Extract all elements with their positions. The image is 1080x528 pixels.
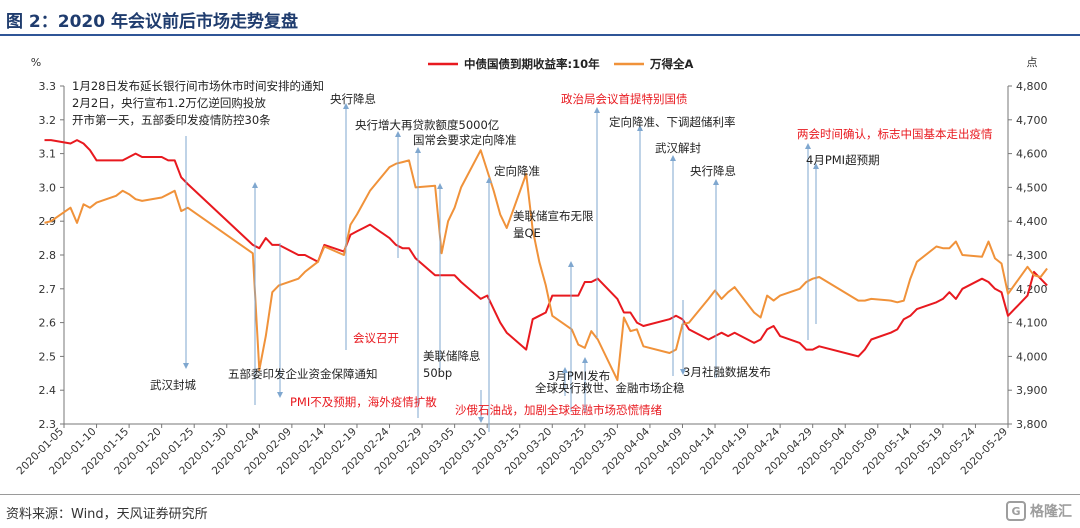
right-axis-tick-label: 4,100 xyxy=(1016,317,1048,330)
left-axis-tick-label: 3.2 xyxy=(39,114,57,127)
figure-title-bar: 图 2：2020 年会议前后市场走势复盘 xyxy=(0,0,1080,36)
right-axis-tick-label: 3,900 xyxy=(1016,384,1048,397)
annotation-label: 国常会要求定向降准 xyxy=(413,133,517,147)
annotation-label: 量QE xyxy=(513,226,541,240)
footer-divider xyxy=(0,494,1080,495)
annotation-label: 会议召开 xyxy=(353,331,399,345)
right-axis-unit: 点 xyxy=(1027,56,1038,69)
right-axis-tick-label: 4,500 xyxy=(1016,181,1048,194)
annotation-label: 武汉封城 xyxy=(150,378,196,392)
annotation-label: 央行增大再贷款额度5000亿 xyxy=(355,118,499,132)
annotation-label: 全球央行救世、金融市场企稳 xyxy=(535,381,685,395)
annotation-label: 50bp xyxy=(423,366,452,380)
left-axis-tick-label: 2.5 xyxy=(39,350,57,363)
annotation-label: 政治局会议首提特别国债 xyxy=(561,92,688,106)
left-axis-tick-label: 2.8 xyxy=(39,249,57,262)
annotation-label: PMI不及预期，海外疫情扩散 xyxy=(290,395,437,409)
left-axis-tick-label: 2.4 xyxy=(39,384,57,397)
watermark-logo-icon: G xyxy=(1006,501,1026,521)
annotation-label: 央行降息 xyxy=(690,164,736,178)
annotation-label: 沙俄石油战，加剧全球金融市场恐慌情绪 xyxy=(455,403,662,417)
annotation-label: 开市第一天，五部委印发疫情防控30条 xyxy=(72,113,271,127)
watermark-text: 格隆汇 xyxy=(1030,504,1072,520)
annotation-label: 美联储宣布无限 xyxy=(513,209,594,223)
annotation-label: 4月PMI超预期 xyxy=(806,153,880,167)
right-axis-tick-label: 4,700 xyxy=(1016,114,1048,127)
left-axis-tick-label: 2.7 xyxy=(39,283,57,296)
left-axis-tick-label: 3.1 xyxy=(39,148,57,161)
market-review-chart: 2.32.42.52.62.72.82.93.03.13.23.3%3,8003… xyxy=(14,56,1048,477)
right-axis-tick-label: 4,300 xyxy=(1016,249,1048,262)
annotation-label: 定向降准 xyxy=(494,164,540,178)
left-axis-unit: % xyxy=(31,56,41,69)
legend-label-wind: 万得全A xyxy=(649,57,693,71)
wind-all-a-series-line xyxy=(44,149,1048,382)
annotation-label: 1月28日发布延长银行间市场休市时间安排的通知 xyxy=(72,79,324,93)
right-axis-tick-label: 4,400 xyxy=(1016,215,1048,228)
right-axis-tick-label: 4,000 xyxy=(1016,350,1048,363)
source-note: 资料来源：Wind，天风证券研究所 xyxy=(6,507,208,522)
annotation-label: 3月社融数据发布 xyxy=(683,365,771,379)
annotation-label: 美联储降息 xyxy=(423,349,481,363)
right-axis-tick-label: 4,600 xyxy=(1016,148,1048,161)
annotation-label: 定向降准、下调超储利率 xyxy=(609,115,736,129)
right-axis-tick-label: 3,800 xyxy=(1016,418,1048,431)
legend-label-yield: 中债国债到期收益率:10年 xyxy=(464,57,600,71)
yield-10y-series-line xyxy=(44,139,1048,358)
right-axis-tick-label: 4,200 xyxy=(1016,283,1048,296)
watermark: G 格隆汇 xyxy=(1006,500,1072,522)
annotation-label: 武汉解封 xyxy=(655,141,701,155)
annotation-label: 五部委印发企业资金保障通知 xyxy=(228,367,378,381)
annotation-label: 央行降息 xyxy=(330,92,376,106)
left-axis-tick-label: 2.3 xyxy=(39,418,57,431)
annotation-label: 两会时间确认，标志中国基本走出疫情 xyxy=(797,127,993,141)
left-axis-tick-label: 3.3 xyxy=(39,80,57,93)
left-axis-tick-label: 2.6 xyxy=(39,317,57,330)
figure-title: 图 2：2020 年会议前后市场走势复盘 xyxy=(6,12,298,32)
annotation-label: 2月2日，央行宣布1.2万亿逆回购投放 xyxy=(72,96,266,110)
title-divider xyxy=(0,34,1080,36)
left-axis-tick-label: 3.0 xyxy=(39,181,57,194)
right-axis-tick-label: 4,800 xyxy=(1016,80,1048,93)
